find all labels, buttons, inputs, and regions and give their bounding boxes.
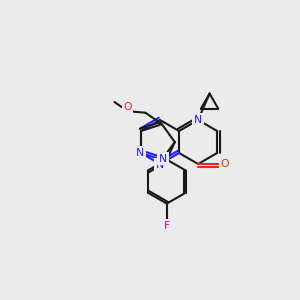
- Text: F: F: [164, 220, 170, 231]
- Text: N: N: [159, 154, 167, 164]
- Text: O: O: [123, 102, 132, 112]
- Text: N: N: [156, 160, 164, 170]
- Text: O: O: [221, 159, 230, 169]
- Text: N: N: [136, 148, 144, 158]
- Text: N: N: [194, 115, 202, 125]
